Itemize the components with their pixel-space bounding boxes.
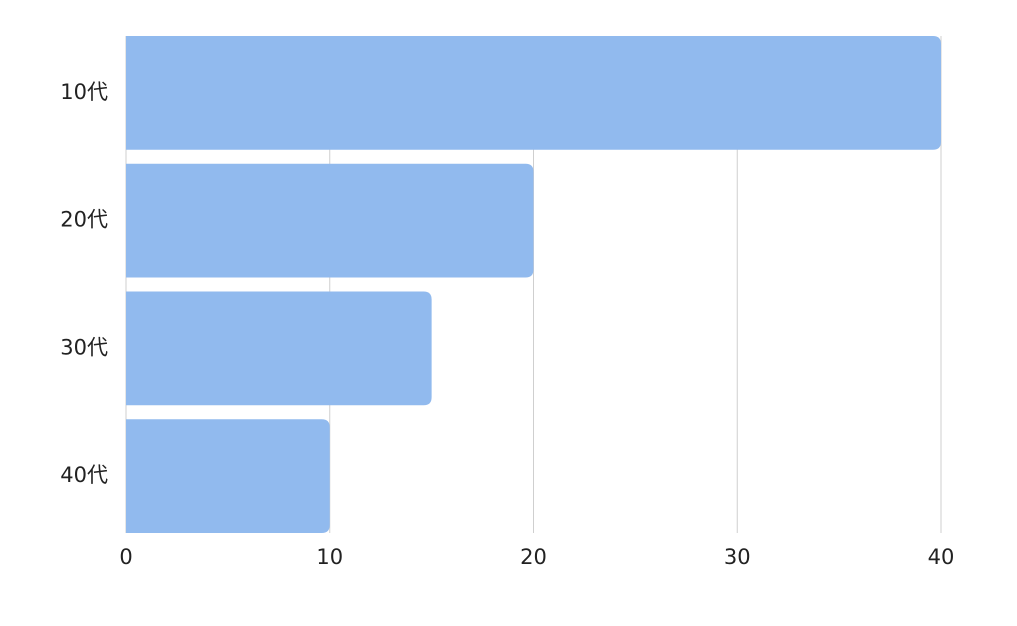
bar (126, 163, 534, 278)
x-tick-label: 40 (928, 545, 955, 569)
x-tick-label: 30 (724, 545, 751, 569)
y-tick-label: 30代 (60, 335, 108, 359)
y-tick-label: 40代 (60, 463, 108, 487)
bar (126, 36, 941, 150)
bar (126, 419, 330, 533)
x-tick-label: 0 (119, 545, 132, 569)
bar (126, 291, 432, 406)
y-tick-label: 10代 (60, 80, 108, 104)
y-tick-label: 20代 (60, 208, 108, 232)
x-tick-label: 20 (520, 545, 547, 569)
x-tick-label: 10 (316, 545, 343, 569)
